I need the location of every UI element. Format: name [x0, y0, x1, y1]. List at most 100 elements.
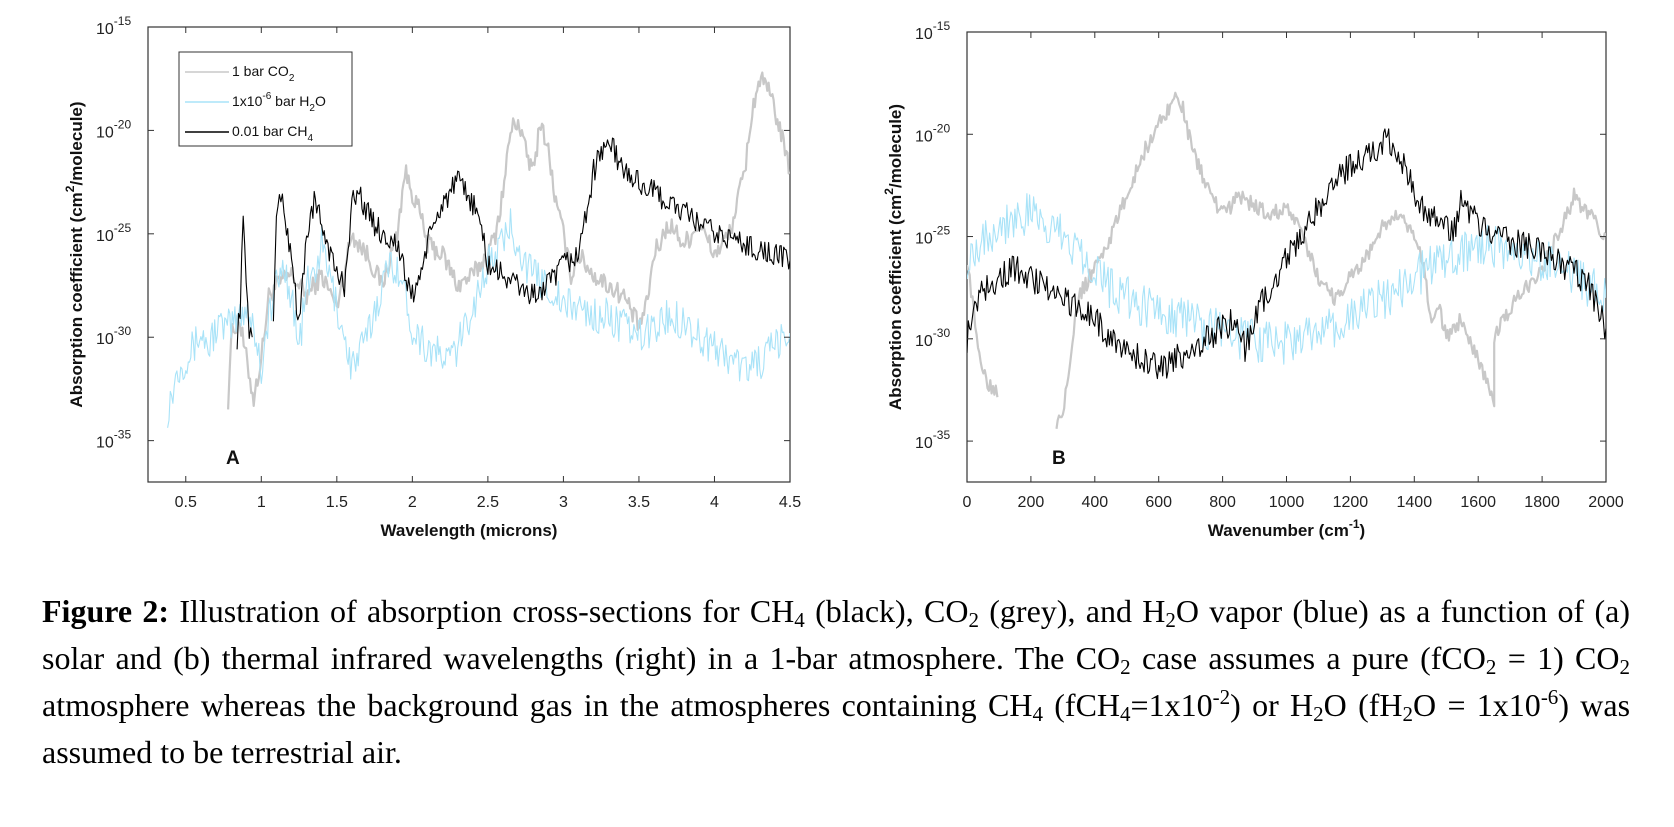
caption-segment: ) was assumed to be terrestrial air.: [42, 687, 1631, 770]
y-axis-label-text: /molecule): [886, 104, 905, 188]
x-tick-label: 3: [559, 494, 568, 511]
plot-area: [966, 31, 1607, 483]
y-tick-exponent: -25: [933, 224, 951, 238]
y-tick-base: 10: [915, 231, 933, 248]
caption-segment: case assumes a pure (fCO: [1130, 640, 1486, 676]
x-tick-label: 1: [257, 494, 266, 511]
x-tick-label: 1200: [1333, 494, 1369, 511]
y-axis-label-text: Absorption coefficient (cm: [67, 192, 86, 407]
x-tick-label: 0: [963, 494, 972, 511]
x-tick-label: 4: [710, 494, 719, 511]
x-axis-label-sup: -1: [1349, 517, 1360, 531]
legend-sup: -6: [262, 91, 271, 102]
y-tick-base: 10: [96, 21, 114, 38]
y-tick-base: 10: [96, 331, 114, 348]
x-tick-label: 1000: [1269, 494, 1305, 511]
y-tick-exponent: -20: [114, 117, 132, 131]
caption-segment: 4: [794, 608, 805, 632]
legend-box: [178, 51, 353, 147]
caption-text: Illustration of absorption cross-section…: [42, 593, 1630, 770]
x-tick-label: 200: [1018, 494, 1045, 511]
y-tick-label: 10-15: [96, 14, 131, 38]
y-tick-exponent: -35: [114, 428, 132, 442]
legend-label-co2: 1 bar CO2: [232, 63, 295, 84]
y-tick-exponent: -15: [114, 14, 132, 28]
series-h2o-line: [967, 193, 1606, 365]
y-tick-base: 10: [915, 435, 933, 452]
x-tick-label: 800: [1209, 494, 1236, 511]
caption-segment: 2: [1402, 702, 1414, 726]
y-tick-exponent: -30: [114, 324, 132, 338]
caption-segment: 2: [1485, 655, 1497, 679]
x-tick-label: 0.5: [175, 494, 197, 511]
caption-segment: O = 1x10: [1413, 687, 1541, 723]
legend-sub: 4: [307, 133, 313, 144]
y-tick-label: 10-25: [915, 224, 950, 248]
figure-caption: Figure 2: Illustration of absorption cro…: [42, 588, 1630, 776]
x-axis-label-text: Wavenumber (cm: [1208, 521, 1349, 540]
x-axis-label-text: ): [1360, 521, 1366, 540]
caption-segment: O (fH: [1323, 687, 1403, 723]
y-tick-label: 10-35: [915, 428, 950, 452]
caption-segment: (black), CO: [804, 593, 969, 629]
caption-segment: 2: [1619, 655, 1631, 679]
y-tick-base: 10: [915, 26, 933, 43]
legend-sub: 2: [309, 103, 315, 114]
series-co2-line: [967, 91, 1606, 429]
series-h2o-line: [167, 208, 790, 428]
figure-label: Figure 2:: [42, 593, 170, 629]
y-tick-exponent: -25: [114, 221, 132, 235]
y-axis-label-text: Absorption coefficient (cm: [886, 195, 905, 410]
x-tick-label: 1400: [1397, 494, 1433, 511]
caption-segment: 2: [1120, 655, 1131, 679]
caption-segment: 4: [1120, 702, 1131, 726]
series-group: [167, 71, 790, 428]
y-tick-base: 10: [96, 124, 114, 141]
caption-segment: 2: [1313, 702, 1324, 726]
y-tick-exponent: -15: [933, 19, 951, 33]
x-tick-label: 400: [1081, 494, 1108, 511]
x-tick-label: 1.5: [326, 494, 348, 511]
x-tick-label: 4.5: [779, 494, 801, 511]
y-tick-exponent: -30: [933, 326, 951, 340]
series-co2-line: [227, 71, 790, 410]
caption-segment: ) or H: [1230, 687, 1314, 723]
y-tick-label: 10-15: [915, 19, 950, 43]
series-group: [967, 91, 1606, 429]
legend-text: 0.01 bar CH: [232, 123, 307, 139]
y-tick-label: 10-35: [96, 428, 131, 452]
y-tick-label: 10-30: [96, 324, 131, 348]
y-axis-label-text: /molecule): [67, 101, 86, 185]
y-axis-label-sup: 2: [63, 185, 77, 192]
panel-letter: A: [226, 448, 240, 469]
x-tick-label: 2.5: [477, 494, 499, 511]
y-tick-exponent: -35: [933, 428, 951, 442]
x-tick-label: 1800: [1524, 494, 1560, 511]
y-tick-base: 10: [96, 228, 114, 245]
legend-label-ch4: 0.01 bar CH4: [232, 123, 313, 144]
legend-text: 1x10: [232, 93, 263, 109]
x-tick-label: 600: [1145, 494, 1172, 511]
y-axis-label: Absorption coefficient (cm2/molecule): [882, 104, 905, 410]
caption-segment: O vapor (blue) as a function of (a) sola…: [42, 593, 1631, 676]
caption-segment: -6: [1540, 685, 1559, 709]
caption-segment: atmosphere whereas the background gas in…: [42, 687, 1033, 723]
legend-sub: 2: [289, 73, 295, 84]
caption-segment: =1x10: [1130, 687, 1213, 723]
y-axis-label-sup: 2: [882, 188, 896, 195]
y-tick-exponent: -20: [933, 121, 951, 135]
x-axis-label: Wavelength (microns): [381, 521, 558, 540]
panel-letter: B: [1052, 448, 1066, 469]
y-tick-base: 10: [915, 128, 933, 145]
y-tick-label: 10-30: [915, 326, 950, 350]
y-tick-label: 10-25: [96, 221, 131, 245]
y-tick-base: 10: [915, 333, 933, 350]
x-tick-label: 2: [408, 494, 417, 511]
caption-segment: -2: [1212, 685, 1231, 709]
legend-text: 1 bar CO: [232, 63, 289, 79]
legend-text: O: [315, 93, 326, 109]
caption-segment: 2: [1165, 608, 1176, 632]
